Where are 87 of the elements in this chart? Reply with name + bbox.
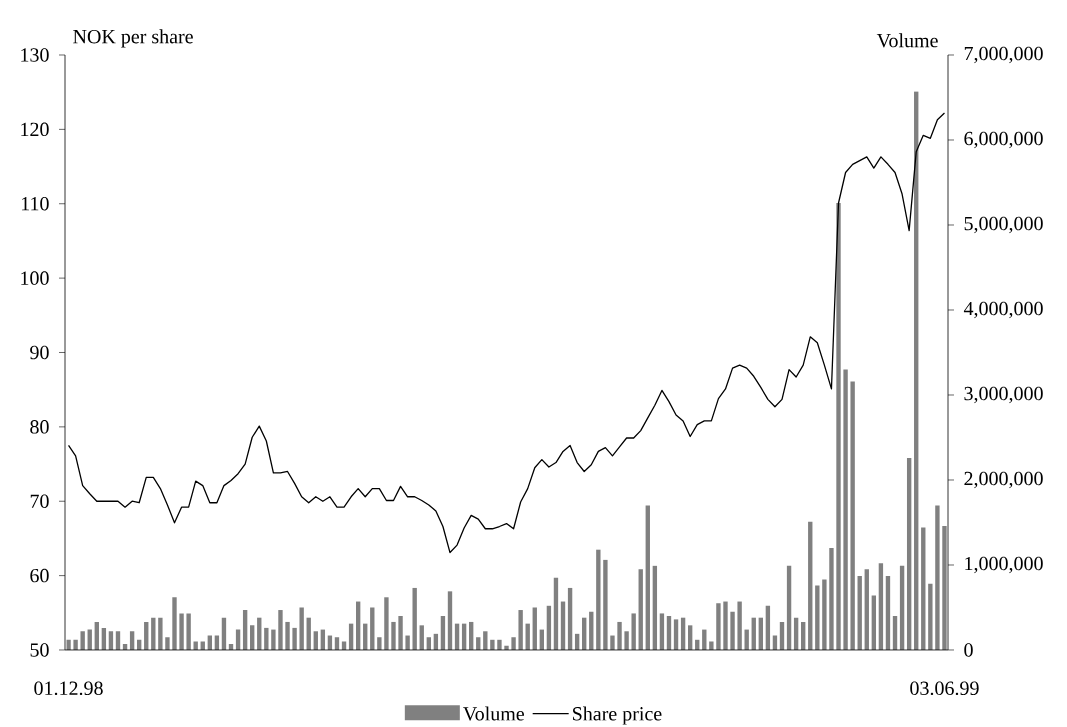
y-tick-label: 120 — [21, 122, 49, 137]
bar — [836, 202, 841, 650]
y-tick-label: 110 — [21, 196, 49, 211]
bar — [921, 527, 926, 650]
y2-tick-label: 3,000,000 — [964, 386, 1043, 404]
bar — [292, 627, 297, 650]
bar — [158, 617, 163, 650]
bar — [278, 610, 283, 650]
bar — [645, 505, 650, 650]
bar — [73, 639, 78, 650]
bar — [935, 505, 940, 650]
bar — [567, 587, 573, 650]
legend-label: Volume — [463, 706, 525, 721]
bar — [850, 381, 855, 650]
bar — [899, 565, 905, 650]
x-tick-label: 01.12.98 — [34, 681, 103, 696]
y-tick-label: 90 — [30, 345, 49, 360]
bar — [490, 639, 495, 650]
bar — [285, 621, 290, 650]
bar — [186, 613, 191, 650]
y2-tick-label: 4,000,000 — [963, 301, 1043, 319]
bar — [631, 613, 636, 650]
bar — [624, 631, 629, 650]
bar — [864, 569, 869, 650]
bar — [553, 577, 559, 650]
y2-axis-title: Volume — [876, 33, 938, 48]
bar — [730, 611, 735, 650]
y-tick-label: 80 — [30, 420, 49, 434]
bar — [532, 607, 537, 650]
bar — [412, 587, 417, 650]
bar — [942, 525, 947, 650]
bar — [179, 613, 184, 650]
bar — [786, 565, 792, 650]
bar — [405, 635, 410, 650]
bar — [673, 619, 679, 650]
bar — [709, 641, 714, 650]
bar — [603, 559, 608, 650]
bar — [610, 635, 615, 650]
y2-tick-label: 1,000,000 — [965, 556, 1043, 574]
bar — [391, 621, 396, 650]
bar — [829, 547, 834, 650]
x-tick-label: 03.06.99 — [910, 681, 979, 696]
bar — [518, 610, 523, 650]
y-tick-label: 50 — [30, 643, 49, 657]
bar — [659, 613, 665, 650]
bar — [737, 601, 742, 650]
bar — [928, 583, 933, 650]
bar — [822, 579, 827, 650]
bar — [384, 597, 389, 650]
bar — [447, 591, 453, 650]
bar — [80, 631, 85, 650]
bar — [638, 569, 643, 650]
bar — [271, 629, 276, 650]
y2-tick-label: 5,000,000 — [964, 216, 1043, 234]
bar — [165, 637, 170, 650]
bar — [878, 563, 884, 650]
bar — [370, 607, 375, 650]
legend-label: Share price — [573, 706, 662, 725]
bar — [815, 585, 820, 650]
bar — [511, 637, 516, 650]
bar — [617, 621, 622, 650]
bar — [885, 576, 891, 650]
y2-tick-label: 7,000,000 — [964, 46, 1043, 64]
y-tick-label: 130 — [21, 48, 49, 62]
y-tick-label: 70 — [30, 494, 49, 508]
bar — [497, 639, 502, 650]
bar — [264, 627, 269, 650]
bar — [299, 607, 304, 650]
bar — [483, 631, 488, 650]
y2-tick-label: 0 — [964, 643, 973, 657]
bar — [652, 565, 658, 650]
bar — [808, 521, 813, 650]
bar — [398, 615, 403, 650]
bar — [596, 549, 601, 650]
bar — [723, 601, 728, 650]
bar — [377, 637, 382, 650]
bar — [906, 457, 912, 650]
bar — [744, 629, 749, 650]
y-axis-title: NOK per share — [73, 29, 193, 48]
y-tick-label: 100 — [21, 271, 49, 285]
y2-tick-label: 2,000,000 — [964, 471, 1043, 489]
bar — [857, 576, 862, 650]
bar — [843, 369, 848, 650]
bar — [172, 597, 177, 650]
y-tick-label: 60 — [30, 568, 49, 583]
y2-tick-label: 6,000,000 — [964, 131, 1043, 149]
bar — [716, 603, 721, 650]
